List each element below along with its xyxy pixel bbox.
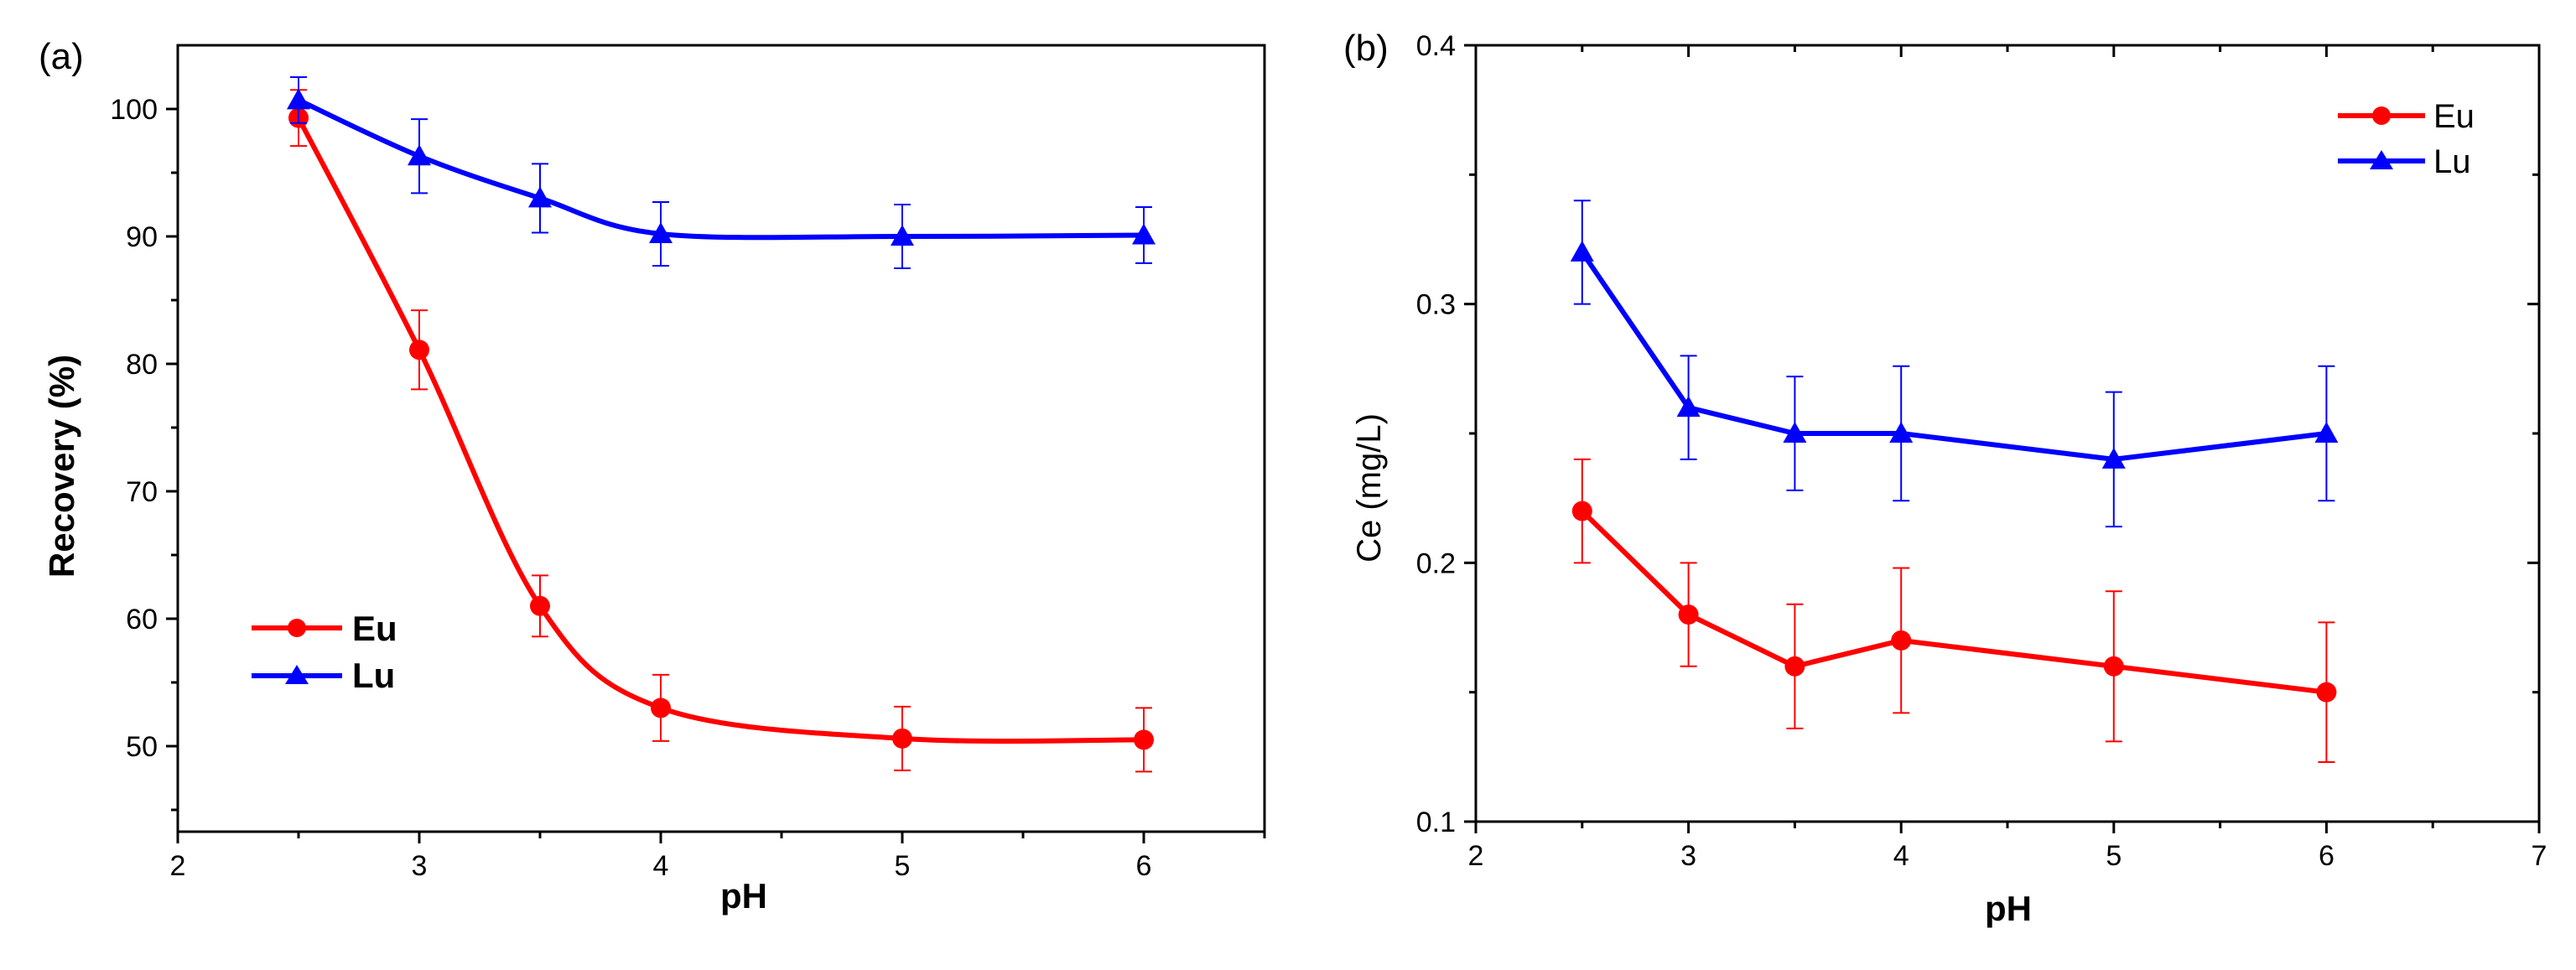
- y-tick-label-b-1: 0.2: [1416, 547, 1456, 579]
- data-point-lu-a-2: [528, 186, 552, 208]
- data-point-eu-a-5: [1134, 729, 1154, 750]
- legend-marker-lu-b: [2370, 150, 2393, 169]
- x-tick-label-b-2: 4: [1893, 840, 1909, 872]
- series-lu-b: [1570, 200, 2339, 528]
- x-tick-label-b-5: 7: [2532, 840, 2547, 872]
- series-eu-a: [288, 89, 1154, 773]
- data-point-eu-b-1: [1678, 604, 1699, 625]
- data-point-eu-a-1: [409, 340, 429, 361]
- y-tick-label-a-0: 50: [126, 731, 158, 763]
- axes-a: 2 3 4 5 6 50 60 70 80 90 100: [110, 44, 1266, 882]
- legend-label-eu-b: Eu: [2433, 98, 2475, 135]
- panel-label-b: (b): [1343, 28, 1389, 69]
- y-axis-title-b: Ce (mg/L): [1351, 413, 1388, 563]
- y-tick-label-a-4: 90: [126, 221, 158, 253]
- data-point-eu-b-2: [1784, 656, 1805, 677]
- panel-label-a: (a): [39, 36, 84, 77]
- data-point-eu-b-0: [1571, 501, 1592, 521]
- y-tick-label-a-5: 100: [110, 94, 158, 126]
- data-point-eu-a-2: [530, 595, 550, 616]
- data-point-lu-b-2: [1783, 422, 1807, 443]
- x-tick-label-a-4: 6: [1136, 850, 1152, 882]
- y-tick-label-b-2: 0.3: [1416, 289, 1456, 321]
- legend-label-lu-b: Lu: [2433, 143, 2471, 180]
- legend-marker-eu-a: [288, 619, 306, 637]
- y-axis-title-a: Recovery (%): [42, 355, 81, 578]
- legend-a: Eu Lu: [252, 609, 397, 695]
- x-tick-label-b-0: 2: [1468, 840, 1484, 872]
- series-line-eu-a: [296, 117, 1145, 744]
- legend-label-lu-a: Lu: [352, 656, 395, 695]
- data-point-eu-b-4: [2103, 656, 2124, 677]
- x-axis-title-a: pH: [720, 876, 767, 916]
- data-point-lu-b-4: [2101, 447, 2126, 469]
- series-line-eu-b: [1580, 509, 2327, 695]
- data-point-lu-a-4: [891, 225, 914, 246]
- chart-panel-a: 2 3 4 5 6 50 60 70 80 90 100 (a) pH Recovery (%) E…: [39, 36, 1266, 916]
- data-point-lu-a-1: [408, 144, 431, 166]
- plot-frame-a: [176, 44, 1266, 833]
- x-tick-label-a-0: 2: [170, 850, 186, 882]
- series-lu-a: [287, 76, 1156, 269]
- x-tick-label-b-1: 3: [1680, 840, 1696, 872]
- legend-marker-eu-b: [2372, 106, 2391, 125]
- data-point-lu-a-0: [287, 88, 310, 110]
- x-tick-label-a-3: 5: [895, 850, 911, 882]
- data-point-eu-b-5: [2316, 682, 2337, 703]
- y-tick-label-a-3: 80: [126, 349, 158, 381]
- data-point-lu-b-3: [1889, 422, 1914, 443]
- data-point-eu-a-4: [892, 728, 912, 749]
- x-tick-label-b-4: 6: [2319, 840, 2334, 872]
- chart-panel-b: 2 3 4 5 6 7 0.1 0.2 0.3 0.4 (b) pH Ce (mg/L) Eu L…: [1343, 28, 2547, 928]
- y-tick-label-a-1: 60: [126, 604, 158, 635]
- data-point-lu-b-0: [1570, 240, 1594, 262]
- x-axis-title-b: pH: [1985, 889, 2032, 928]
- series-line-lu-a: [297, 97, 1145, 241]
- data-point-lu-a-5: [1132, 223, 1156, 245]
- data-point-eu-a-3: [651, 698, 671, 718]
- y-tick-label-b-3: 0.4: [1416, 30, 1456, 62]
- y-tick-label-b-0: 0.1: [1416, 807, 1456, 838]
- y-tick-label-a-2: 70: [126, 476, 158, 508]
- legend-label-eu-a: Eu: [352, 609, 397, 648]
- data-point-eu-b-3: [1891, 630, 1912, 651]
- legend-b: Eu Lu: [2338, 98, 2475, 180]
- axes-b: 2 3 4 5 6 7 0.1 0.2 0.3 0.4: [1416, 30, 2547, 872]
- series-eu-b: [1571, 458, 2337, 764]
- x-tick-label-b-3: 5: [2106, 840, 2122, 872]
- series-line-lu-b: [1580, 251, 2327, 462]
- x-tick-label-a-2: 4: [653, 850, 669, 882]
- data-point-lu-b-1: [1676, 396, 1701, 418]
- x-tick-label-a-1: 3: [412, 850, 428, 882]
- data-point-lu-b-5: [2314, 422, 2339, 443]
- data-point-lu-a-3: [649, 221, 673, 243]
- legend-marker-lu-a: [285, 665, 309, 684]
